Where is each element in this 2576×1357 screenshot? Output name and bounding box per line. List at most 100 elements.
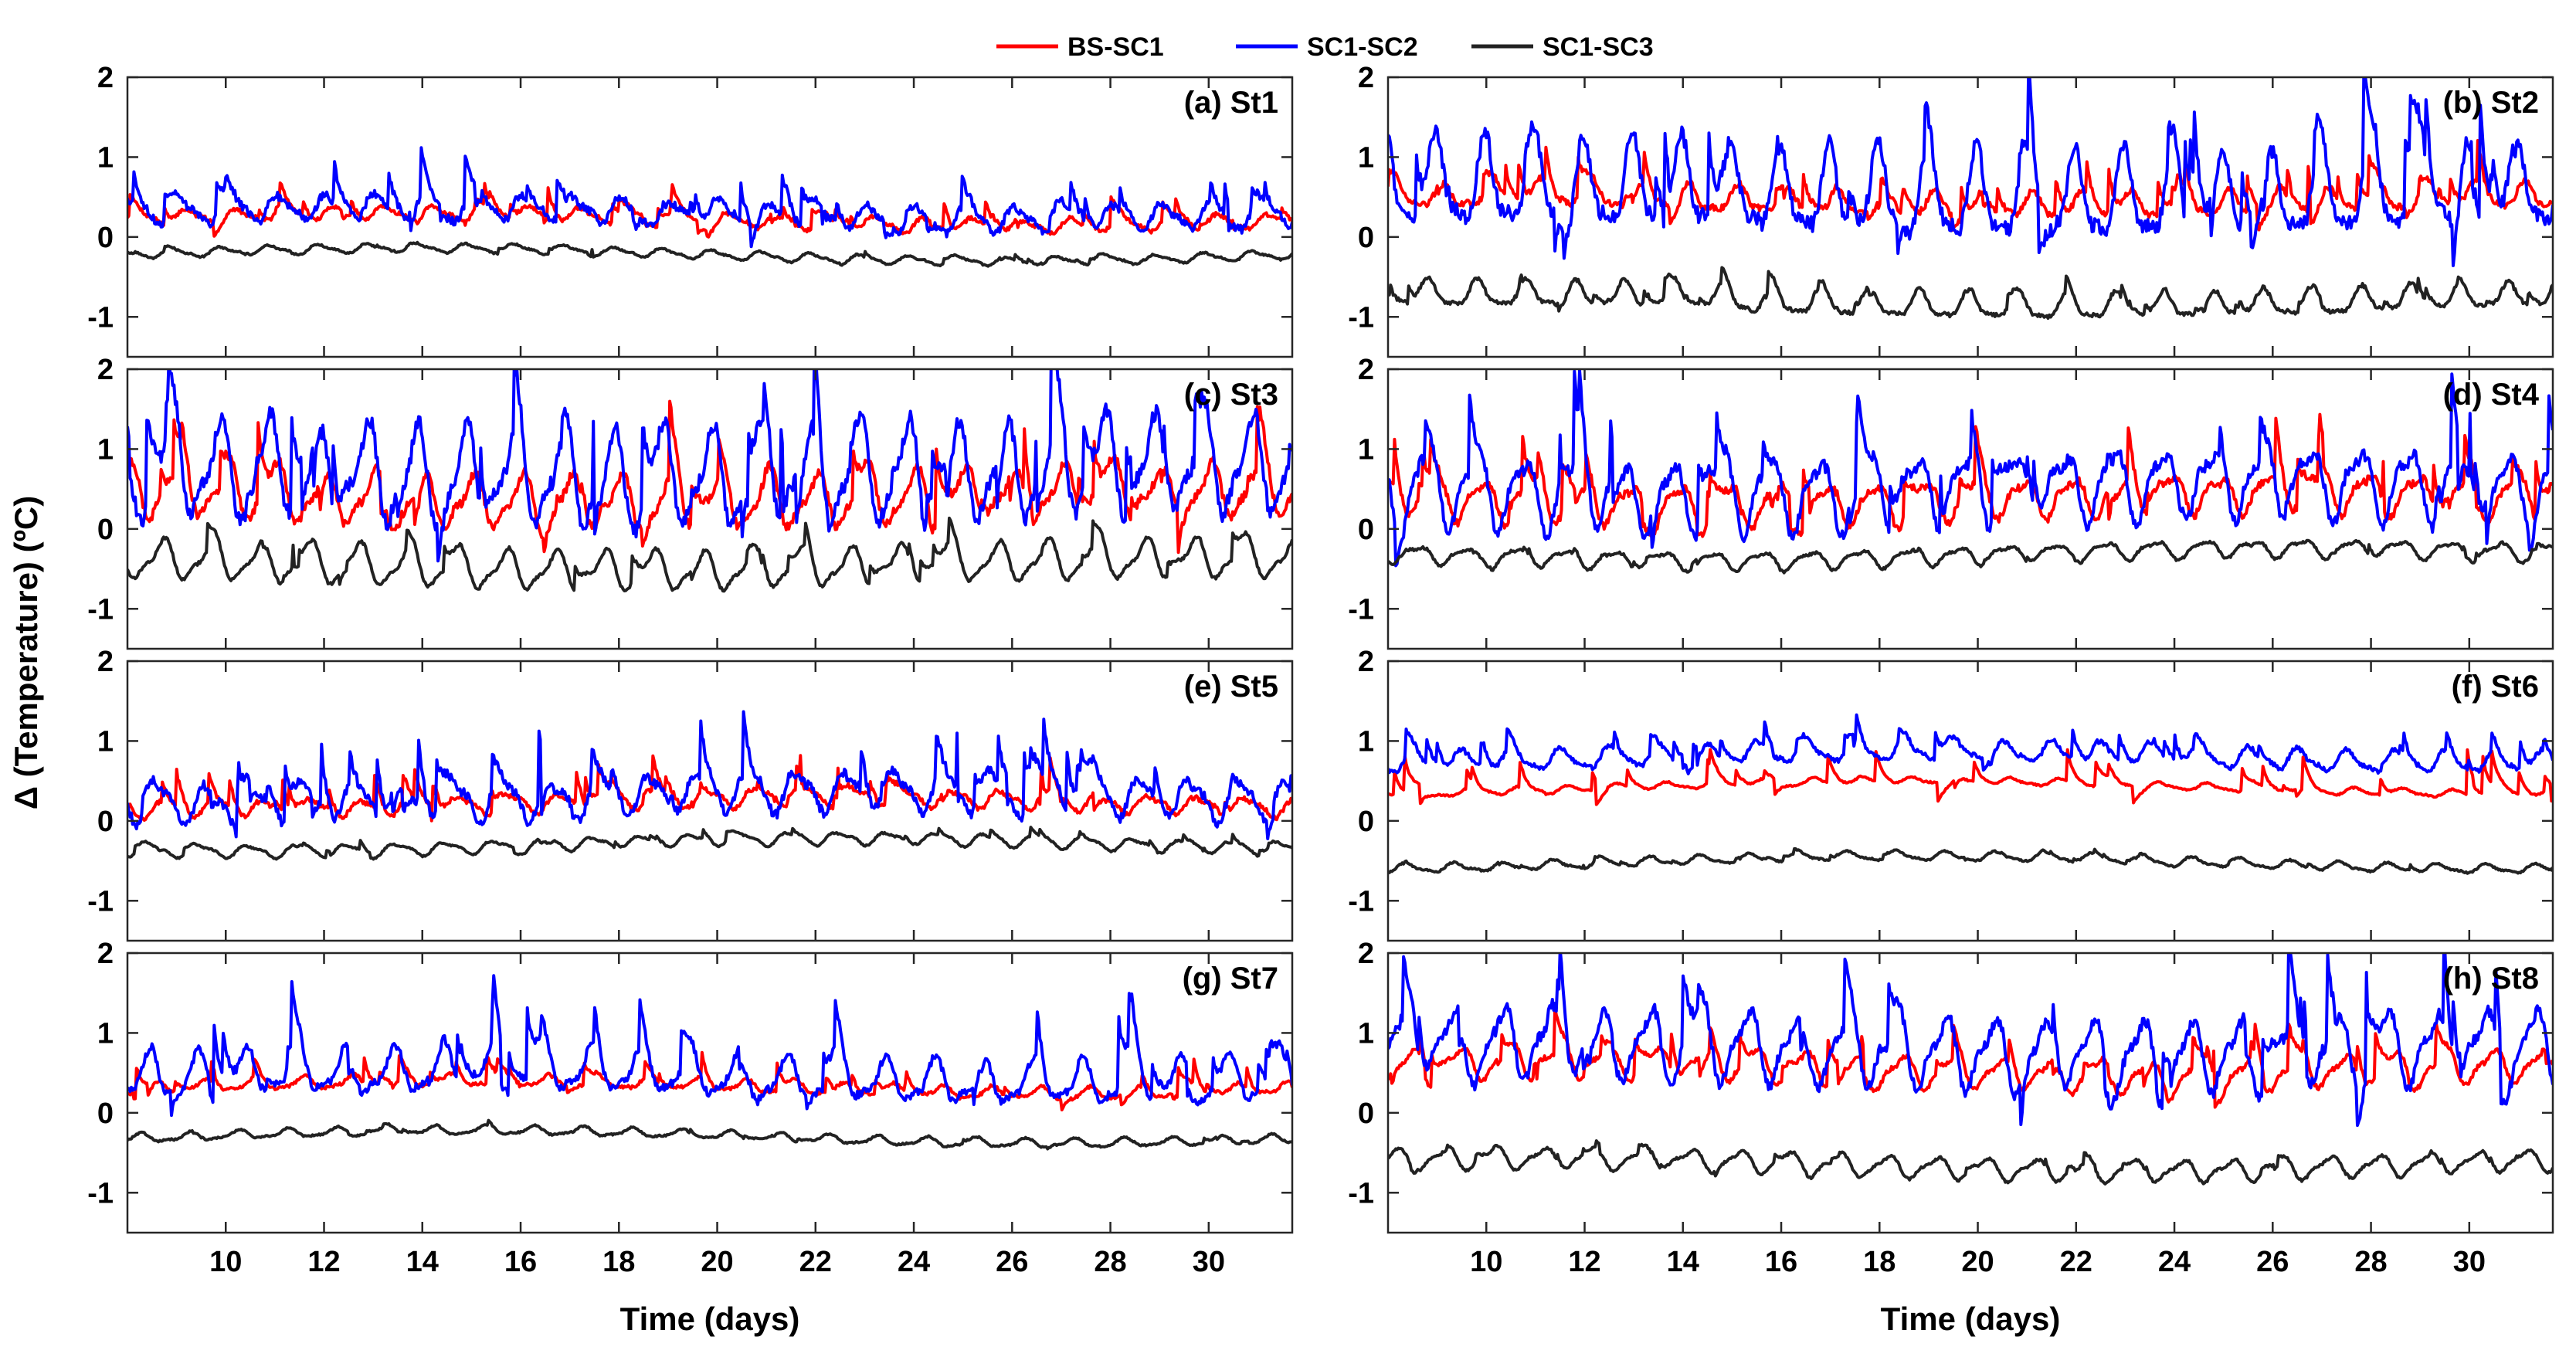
- series-sc1-sc3: [127, 240, 1292, 268]
- y-tick-label: -1: [1348, 593, 1374, 626]
- panel-frame: [1386, 952, 2554, 1234]
- series-sc1-sc3: [1388, 846, 2553, 875]
- series-bs-sc1: [127, 754, 1292, 823]
- y-tick-label: -1: [1348, 1177, 1374, 1209]
- series-bs-sc1: [127, 399, 1292, 555]
- x-tick-label: 28: [2354, 1246, 2387, 1278]
- panel-1: -1 0 1 2 (a) St1: [87, 62, 1294, 358]
- y-tick-label: 2: [97, 62, 114, 94]
- y-tick-label: 0: [1358, 222, 1374, 254]
- y-tick-label: -1: [1348, 885, 1374, 918]
- y-axis-label: Δ (Temperature) (ºC): [8, 496, 44, 809]
- x-tick-label: 16: [504, 1246, 537, 1278]
- series-sc1-sc2: [1388, 953, 2553, 1128]
- legend: BS-SC1 SC1-SC2 SC1-SC3: [996, 32, 1654, 62]
- y-tick-label: 0: [1358, 514, 1374, 546]
- panel-series: [127, 146, 1292, 268]
- y-tick-label: 1: [97, 725, 114, 758]
- y-tick-label: 1: [1358, 1017, 1374, 1050]
- y-tick-label: 2: [1358, 62, 1374, 94]
- panel-frame: [126, 660, 1294, 942]
- panel-title: (h) St8: [2443, 962, 2539, 996]
- y-tick-label: 1: [1358, 433, 1374, 466]
- y-tick-label: -1: [1348, 301, 1374, 334]
- panel-title: (c) St3: [1184, 378, 1278, 412]
- y-tick-label: 2: [97, 938, 114, 970]
- series-sc1-sc3: [127, 1118, 1292, 1151]
- panel-title: (b) St2: [2443, 86, 2539, 120]
- x-tick-label: 24: [2158, 1246, 2191, 1278]
- x-tick-label: 30: [1193, 1246, 1225, 1278]
- series-sc1-sc2: [127, 369, 1292, 563]
- panel-6: -1 0 1 2 (f) St6: [1348, 646, 2554, 942]
- x-tick-label: 26: [996, 1246, 1028, 1278]
- x-tick-label: 30: [2453, 1246, 2486, 1278]
- y-tick-label: 0: [97, 806, 114, 838]
- x-tick-label: 10: [1470, 1246, 1502, 1278]
- series-sc1-sc2: [127, 146, 1292, 249]
- series-bs-sc1: [1388, 412, 2553, 538]
- y-tick-label: 1: [97, 1017, 114, 1050]
- y-tick-label: 0: [97, 222, 114, 254]
- y-tick-label: 2: [1358, 646, 1374, 678]
- x-tick-label: 12: [1568, 1246, 1600, 1278]
- y-tick-label: -1: [87, 593, 114, 626]
- panel-series: [1388, 77, 2553, 321]
- panel-title: (a) St1: [1184, 86, 1278, 120]
- series-sc1-sc3: [1388, 1139, 2553, 1186]
- panel-title: (d) St4: [2443, 378, 2540, 412]
- panel-5: -1 0 1 2 (e) St5: [87, 646, 1294, 942]
- x-tick-label: 28: [1094, 1246, 1126, 1278]
- series-sc1-sc3: [127, 516, 1292, 593]
- y-tick-label: 1: [1358, 725, 1374, 758]
- panel-series: [1388, 953, 2553, 1186]
- y-tick-label: -1: [87, 1177, 114, 1209]
- panel-series: [1388, 713, 2553, 875]
- series-bs-sc1: [1388, 748, 2553, 806]
- series-bs-sc1: [127, 1050, 1292, 1111]
- series-sc1-sc3: [1388, 538, 2553, 575]
- x-tick-label: 18: [1863, 1246, 1896, 1278]
- series-bs-sc1: [1388, 139, 2553, 232]
- x-tick-label: 22: [799, 1246, 832, 1278]
- panel-frame: [126, 368, 1294, 650]
- x-tick-label: 16: [1765, 1246, 1797, 1278]
- panel-frame: [1386, 368, 2554, 650]
- y-tick-label: 1: [97, 433, 114, 466]
- x-tick-label: 26: [2256, 1246, 2289, 1278]
- series-sc1-sc2: [1388, 369, 2553, 568]
- y-tick-label: 1: [97, 141, 114, 174]
- panel-frame: [1386, 660, 2554, 942]
- series-sc1-sc2: [127, 974, 1292, 1118]
- panel-3: -1 0 1 2 (c) St3: [87, 354, 1294, 650]
- panel-frame: [126, 76, 1294, 358]
- panel-series: [127, 710, 1292, 861]
- legend-label-bs-sc1: BS-SC1: [1067, 32, 1164, 62]
- series-sc1-sc3: [1388, 266, 2553, 321]
- x-tick-label: 22: [2060, 1246, 2092, 1278]
- x-tick-label: 14: [406, 1246, 439, 1278]
- legend-label-sc1-sc3: SC1-SC3: [1543, 32, 1654, 62]
- x-tick-label: 18: [602, 1246, 635, 1278]
- x-tick-label: 20: [701, 1246, 733, 1278]
- panel-title: (f) St6: [2452, 670, 2539, 704]
- x-tick-label: 20: [1961, 1246, 1994, 1278]
- series-bs-sc1: [1388, 1006, 2553, 1109]
- panel-4: -1 0 1 2 (d) St4: [1348, 354, 2554, 650]
- y-tick-label: 2: [1358, 938, 1374, 970]
- panel-2: -1 0 1 2 (b) St2: [1348, 62, 2554, 358]
- series-sc1-sc2: [1388, 77, 2553, 267]
- y-tick-label: 1: [1358, 141, 1374, 174]
- panel-series: [1388, 369, 2553, 575]
- x-axis-label-right: Time (days): [1881, 1301, 2061, 1337]
- y-tick-label: 2: [97, 646, 114, 678]
- y-tick-label: 0: [97, 1097, 114, 1130]
- y-tick-label: 0: [1358, 1097, 1374, 1130]
- panel-frame: [126, 952, 1294, 1234]
- y-tick-label: -1: [87, 885, 114, 918]
- x-tick-label: 24: [898, 1246, 930, 1278]
- series-sc1-sc2: [127, 710, 1292, 840]
